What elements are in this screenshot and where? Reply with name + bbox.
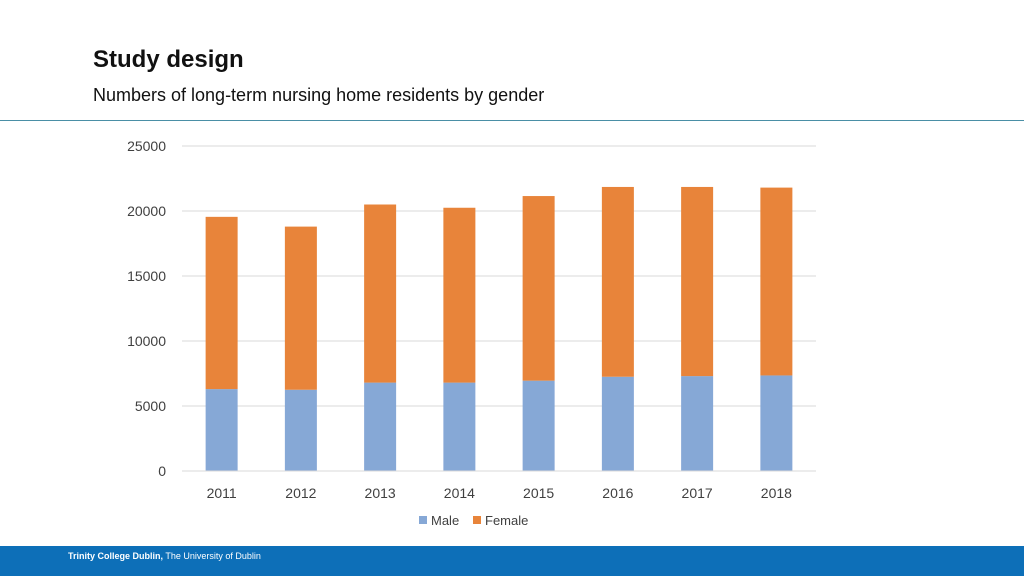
legend: Male Female — [419, 513, 528, 528]
y-tick-label: 20000 — [127, 203, 166, 219]
bar-male-2011 — [205, 389, 238, 471]
footer-text: Trinity College Dublin, The University o… — [68, 551, 261, 561]
x-tick-label: 2016 — [602, 485, 633, 501]
y-tick-label: 25000 — [127, 138, 166, 154]
bar-male-2014 — [443, 382, 476, 471]
slide-subtitle: Numbers of long-term nursing home reside… — [93, 85, 545, 105]
footer-institution: Trinity College Dublin, — [68, 551, 164, 561]
bar-male-2013 — [364, 382, 397, 471]
y-tick-label: 5000 — [135, 398, 166, 414]
slide-title: Study design — [93, 46, 244, 73]
x-tick-label: 2011 — [207, 485, 237, 501]
footer-university: The University of Dublin — [165, 551, 261, 561]
legend-swatch-male — [419, 516, 427, 524]
bar-male-2016 — [601, 376, 634, 471]
x-tick-label: 2018 — [761, 485, 792, 501]
x-tick-label: 2014 — [444, 485, 475, 501]
x-tick-label: 2017 — [682, 485, 713, 501]
x-tick-label: 2012 — [285, 485, 316, 501]
bar-female-2014 — [443, 207, 476, 383]
grid-lines — [182, 145, 816, 407]
footer-bar — [0, 546, 1024, 576]
bar-female-2015 — [522, 196, 555, 381]
legend-label-female: Female — [485, 513, 528, 528]
x-tick-label: 2013 — [365, 485, 396, 501]
legend-swatch-female — [473, 516, 481, 524]
bar-male-2017 — [681, 376, 714, 471]
y-tick-label: 10000 — [127, 333, 166, 349]
y-tick-label: 0 — [158, 463, 166, 479]
bar-male-2012 — [284, 389, 317, 471]
bar-female-2016 — [601, 186, 634, 377]
bars — [205, 186, 793, 471]
bar-female-2018 — [760, 187, 793, 376]
title-divider — [0, 120, 1024, 121]
bar-male-2015 — [522, 380, 555, 471]
y-axis-tick-labels: 0 5000 10000 15000 20000 25000 — [127, 138, 166, 479]
bar-male-2018 — [760, 375, 793, 471]
bar-female-2013 — [364, 204, 397, 383]
x-axis-tick-labels: 2011 2012 2013 2014 2015 2016 2017 2018 — [207, 485, 793, 501]
y-tick-label: 15000 — [127, 268, 166, 284]
bar-female-2012 — [284, 226, 317, 390]
legend-label-male: Male — [431, 513, 459, 528]
bar-female-2011 — [205, 216, 238, 390]
bar-female-2017 — [681, 186, 714, 377]
x-tick-label: 2015 — [523, 485, 554, 501]
